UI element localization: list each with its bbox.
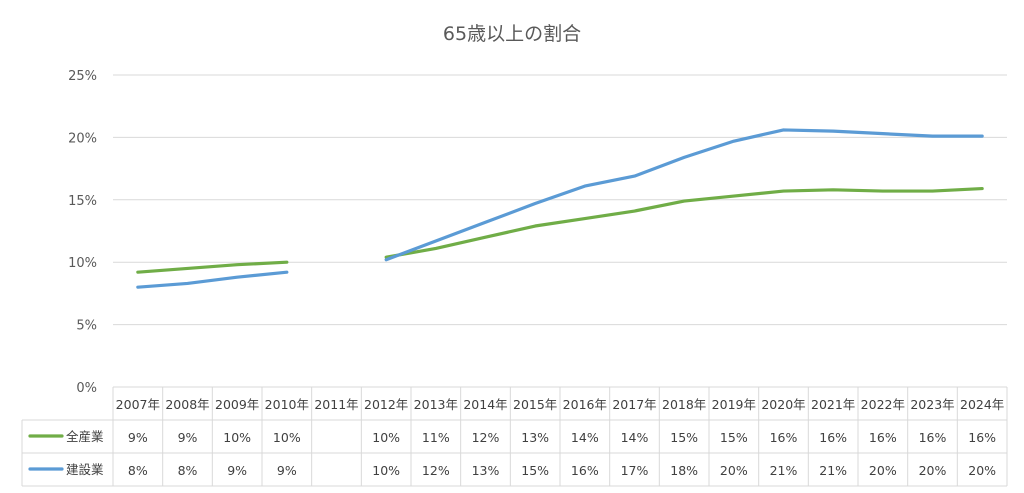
data-label: 10% <box>273 430 301 445</box>
data-label: 9% <box>277 463 297 478</box>
x-tick-label: 2019年 <box>712 397 756 412</box>
x-tick-label: 2014年 <box>463 397 507 412</box>
data-label: 12% <box>422 463 450 478</box>
data-label: 9% <box>178 430 198 445</box>
data-label: 21% <box>770 463 798 478</box>
data-label: 20% <box>720 463 748 478</box>
data-label: 20% <box>869 463 897 478</box>
gridlines <box>113 74 1007 388</box>
series-line-1 <box>136 260 289 274</box>
x-tick-label: 2009年 <box>215 397 259 412</box>
x-tick-label: 2018年 <box>662 397 706 412</box>
y-tick-label: 10% <box>68 256 97 271</box>
data-label: 14% <box>571 430 599 445</box>
data-label: 16% <box>819 430 847 445</box>
x-tick-label: 2008年 <box>165 397 209 412</box>
x-tick-label: 2007年 <box>116 397 160 412</box>
data-label: 15% <box>720 430 748 445</box>
x-tick-label: 2017年 <box>612 397 656 412</box>
y-tick-label: 0% <box>76 381 97 396</box>
data-label: 15% <box>521 463 549 478</box>
x-tick-label: 2021年 <box>811 397 855 412</box>
data-label: 13% <box>521 430 549 445</box>
y-tick-label: 15% <box>68 194 97 209</box>
legend-label: 全産業 <box>66 429 104 444</box>
x-tick-label: 2015年 <box>513 397 557 412</box>
x-tick-label: 2011年 <box>314 397 358 412</box>
series-line-1 <box>384 186 984 259</box>
data-label: 18% <box>670 463 698 478</box>
data-label: 15% <box>670 430 698 445</box>
x-tick-label: 2023年 <box>910 397 954 412</box>
data-label: 10% <box>372 463 400 478</box>
data-label: 9% <box>227 463 247 478</box>
data-label: 10% <box>223 430 251 445</box>
chart-title: 65歳以上の割合 <box>443 23 581 45</box>
y-tick-label: 20% <box>68 131 97 146</box>
y-tick-label: 5% <box>76 319 97 334</box>
x-tick-label: 2024年 <box>960 397 1004 412</box>
data-label: 16% <box>770 430 798 445</box>
x-tick-label: 2016年 <box>563 397 607 412</box>
data-label: 16% <box>571 463 599 478</box>
y-tick-label: 25% <box>68 69 97 84</box>
data-label: 12% <box>472 430 500 445</box>
data-table: 2007年 2008年 2009年 2010年 2011年 2012年 2013年 2014年… <box>21 386 1008 487</box>
data-label: 16% <box>919 430 947 445</box>
data-label: 8% <box>178 463 198 478</box>
x-tick-label: 2020年 <box>761 397 805 412</box>
x-tick-label: 2012年 <box>364 397 408 412</box>
data-label: 16% <box>968 430 996 445</box>
data-label: 16% <box>869 430 897 445</box>
data-label: 21% <box>819 463 847 478</box>
x-tick-label: 2010年 <box>265 397 309 412</box>
data-label: 8% <box>128 463 148 478</box>
data-label: 11% <box>422 430 450 445</box>
series-lines <box>136 128 984 289</box>
data-label: 10% <box>372 430 400 445</box>
x-tick-label: 2013年 <box>414 397 458 412</box>
data-label: 14% <box>621 430 649 445</box>
data-label: 20% <box>919 463 947 478</box>
data-label: 17% <box>621 463 649 478</box>
x-tick-label: 2022年 <box>861 397 905 412</box>
series-line-2 <box>136 270 289 289</box>
y-axis-ticks: 0% 5% 10% 15% 20% 25% <box>68 69 97 396</box>
legend-label: 建設業 <box>66 462 104 477</box>
data-label: 20% <box>968 463 996 478</box>
data-label: 13% <box>472 463 500 478</box>
data-label: 9% <box>128 430 148 445</box>
